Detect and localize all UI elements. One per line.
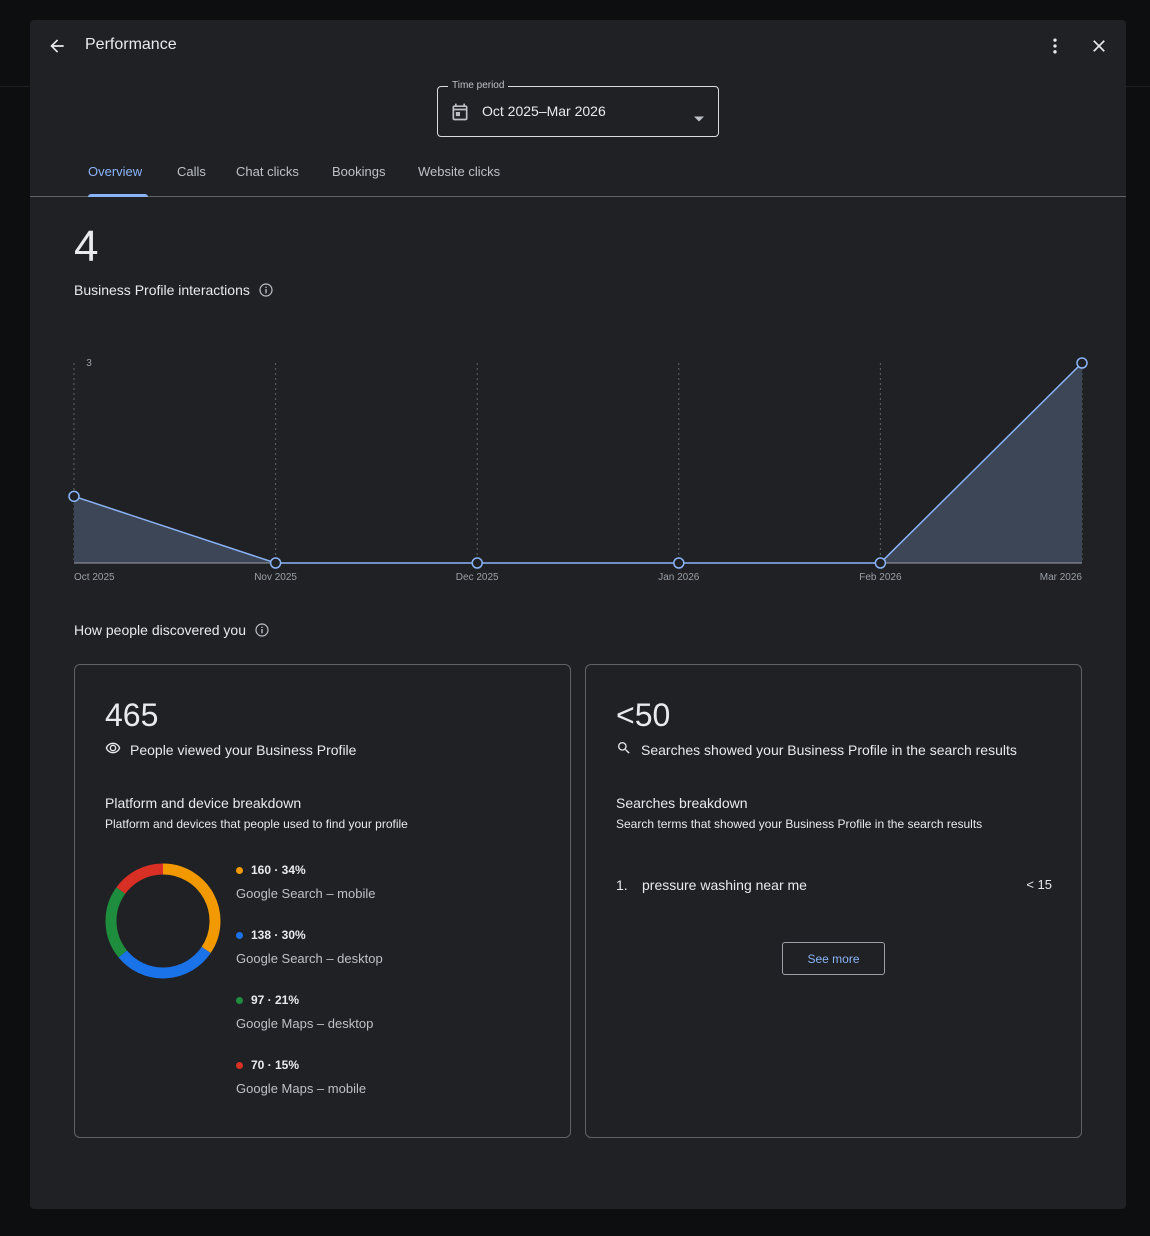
platform-breakdown-subtitle: Platform and devices that people used to… <box>105 817 408 831</box>
legend-item: 97 · 21% Google Maps – desktop <box>236 993 496 1041</box>
searches-number: <50 <box>616 697 671 733</box>
views-label-text: People viewed your Business Profile <box>130 741 357 758</box>
dialog-header: Performance <box>30 20 1126 72</box>
platform-breakdown-title: Platform and device breakdown <box>105 795 302 811</box>
time-period-select[interactable]: Time period Oct 2025–Mar 2026 <box>437 80 719 137</box>
info-icon[interactable] <box>254 622 270 638</box>
legend-value: 70 · 15% <box>251 1058 300 1072</box>
legend-label: Google Maps – desktop <box>236 1016 374 1031</box>
search-term-text: pressure washing near me <box>642 877 807 893</box>
eye-icon <box>105 740 121 759</box>
searches-card: <50 Searches showed your Business Profil… <box>585 664 1082 1138</box>
data-point <box>269 557 282 569</box>
legend-label: Google Search – desktop <box>236 951 383 966</box>
interactions-chart-svg: 3 Oct 2025 Nov 2025 Dec 2025 Jan 2026 Feb 202… <box>68 357 1088 583</box>
search-icon <box>616 740 632 759</box>
data-point <box>673 557 685 569</box>
performance-dialog: Performance Time period Oct 2025–Mar 202… <box>30 20 1126 1209</box>
legend-label: Google Search – mobile <box>236 886 376 901</box>
caret-down-icon <box>694 109 704 127</box>
legend-value: 138 · 30% <box>251 928 306 942</box>
legend-value: 160 · 34% <box>251 863 306 877</box>
time-period-label: Time period <box>448 80 509 92</box>
data-point <box>471 557 483 569</box>
more-vert-icon[interactable] <box>1043 34 1067 58</box>
discovery-title: How people discovered you <box>74 622 270 638</box>
legend-dot <box>236 866 243 874</box>
data-point <box>68 490 80 503</box>
info-icon[interactable] <box>258 282 274 298</box>
donut-slice <box>118 946 211 979</box>
tab-calls[interactable]: Calls <box>177 164 206 179</box>
tab-overview[interactable]: Overview <box>88 164 148 197</box>
donut-slice <box>116 863 164 894</box>
discovery-title-text: How people discovered you <box>74 622 246 638</box>
legend-item: 70 · 15% Google Maps – mobile <box>236 1058 496 1106</box>
tab-bookings[interactable]: Bookings <box>332 164 386 179</box>
page-title: Performance <box>85 36 177 53</box>
x-tick-label: Feb 2026 <box>859 572 902 583</box>
arrow-back-icon[interactable] <box>45 34 69 58</box>
legend-label: Google Maps – mobile <box>236 1081 367 1096</box>
searches-breakdown-title: Searches breakdown <box>616 795 748 811</box>
tab-website-clicks[interactable]: Website clicks <box>418 164 501 179</box>
time-period-value: Oct 2025–Mar 2026 <box>482 103 606 119</box>
legend-dot <box>236 1061 243 1069</box>
x-tick-label: Jan 2026 <box>658 572 700 583</box>
see-more-button[interactable]: See more <box>782 942 885 975</box>
legend-value: 97 · 21% <box>251 993 300 1007</box>
x-tick-label: Dec 2025 <box>456 572 499 583</box>
legend-item: 160 · 34% Google Search – mobile <box>236 863 496 911</box>
views-number: 465 <box>105 697 159 733</box>
platform-donut-chart <box>105 863 221 979</box>
series-line <box>73 362 1083 564</box>
interactions-label: Business Profile interactions <box>74 282 274 298</box>
legend-item: 138 · 30% Google Search – desktop <box>236 928 496 976</box>
views-card: 465 People viewed your Business Profile … <box>74 664 571 1138</box>
series-area <box>74 363 1082 563</box>
views-label: People viewed your Business Profile <box>105 740 356 759</box>
interactions-label-text: Business Profile interactions <box>74 282 250 298</box>
tab-bar: Overview Calls Chat clicks Bookings Webs… <box>30 161 1126 197</box>
interactions-total: 4 <box>74 222 99 271</box>
interactions-chart: 3 Oct 2025 Nov 2025 Dec 2025 Jan 2026 Feb 202… <box>30 320 1126 595</box>
data-point <box>874 557 887 569</box>
tab-chat-clicks[interactable]: Chat clicks <box>236 164 299 179</box>
legend-dot <box>236 996 243 1004</box>
searches-label: Searches showed your Business Profile in… <box>616 740 1017 759</box>
search-term-index: 1. <box>616 877 628 893</box>
y-tick-label: 3 <box>86 358 92 369</box>
x-tick-label: Mar 2026 <box>1040 572 1083 583</box>
close-icon[interactable] <box>1087 34 1111 58</box>
donut-slice <box>105 887 128 958</box>
data-point <box>1076 357 1088 369</box>
donut-slice <box>162 863 221 954</box>
search-term-value: < 15 <box>1026 877 1052 892</box>
x-tick-label: Oct 2025 <box>74 572 115 583</box>
calendar-icon <box>450 102 470 127</box>
searches-label-text: Searches showed your Business Profile in… <box>641 741 1017 758</box>
legend-dot <box>236 931 243 939</box>
x-tick-label: Nov 2025 <box>254 572 297 583</box>
searches-breakdown-subtitle: Search terms that showed your Business P… <box>616 817 983 831</box>
